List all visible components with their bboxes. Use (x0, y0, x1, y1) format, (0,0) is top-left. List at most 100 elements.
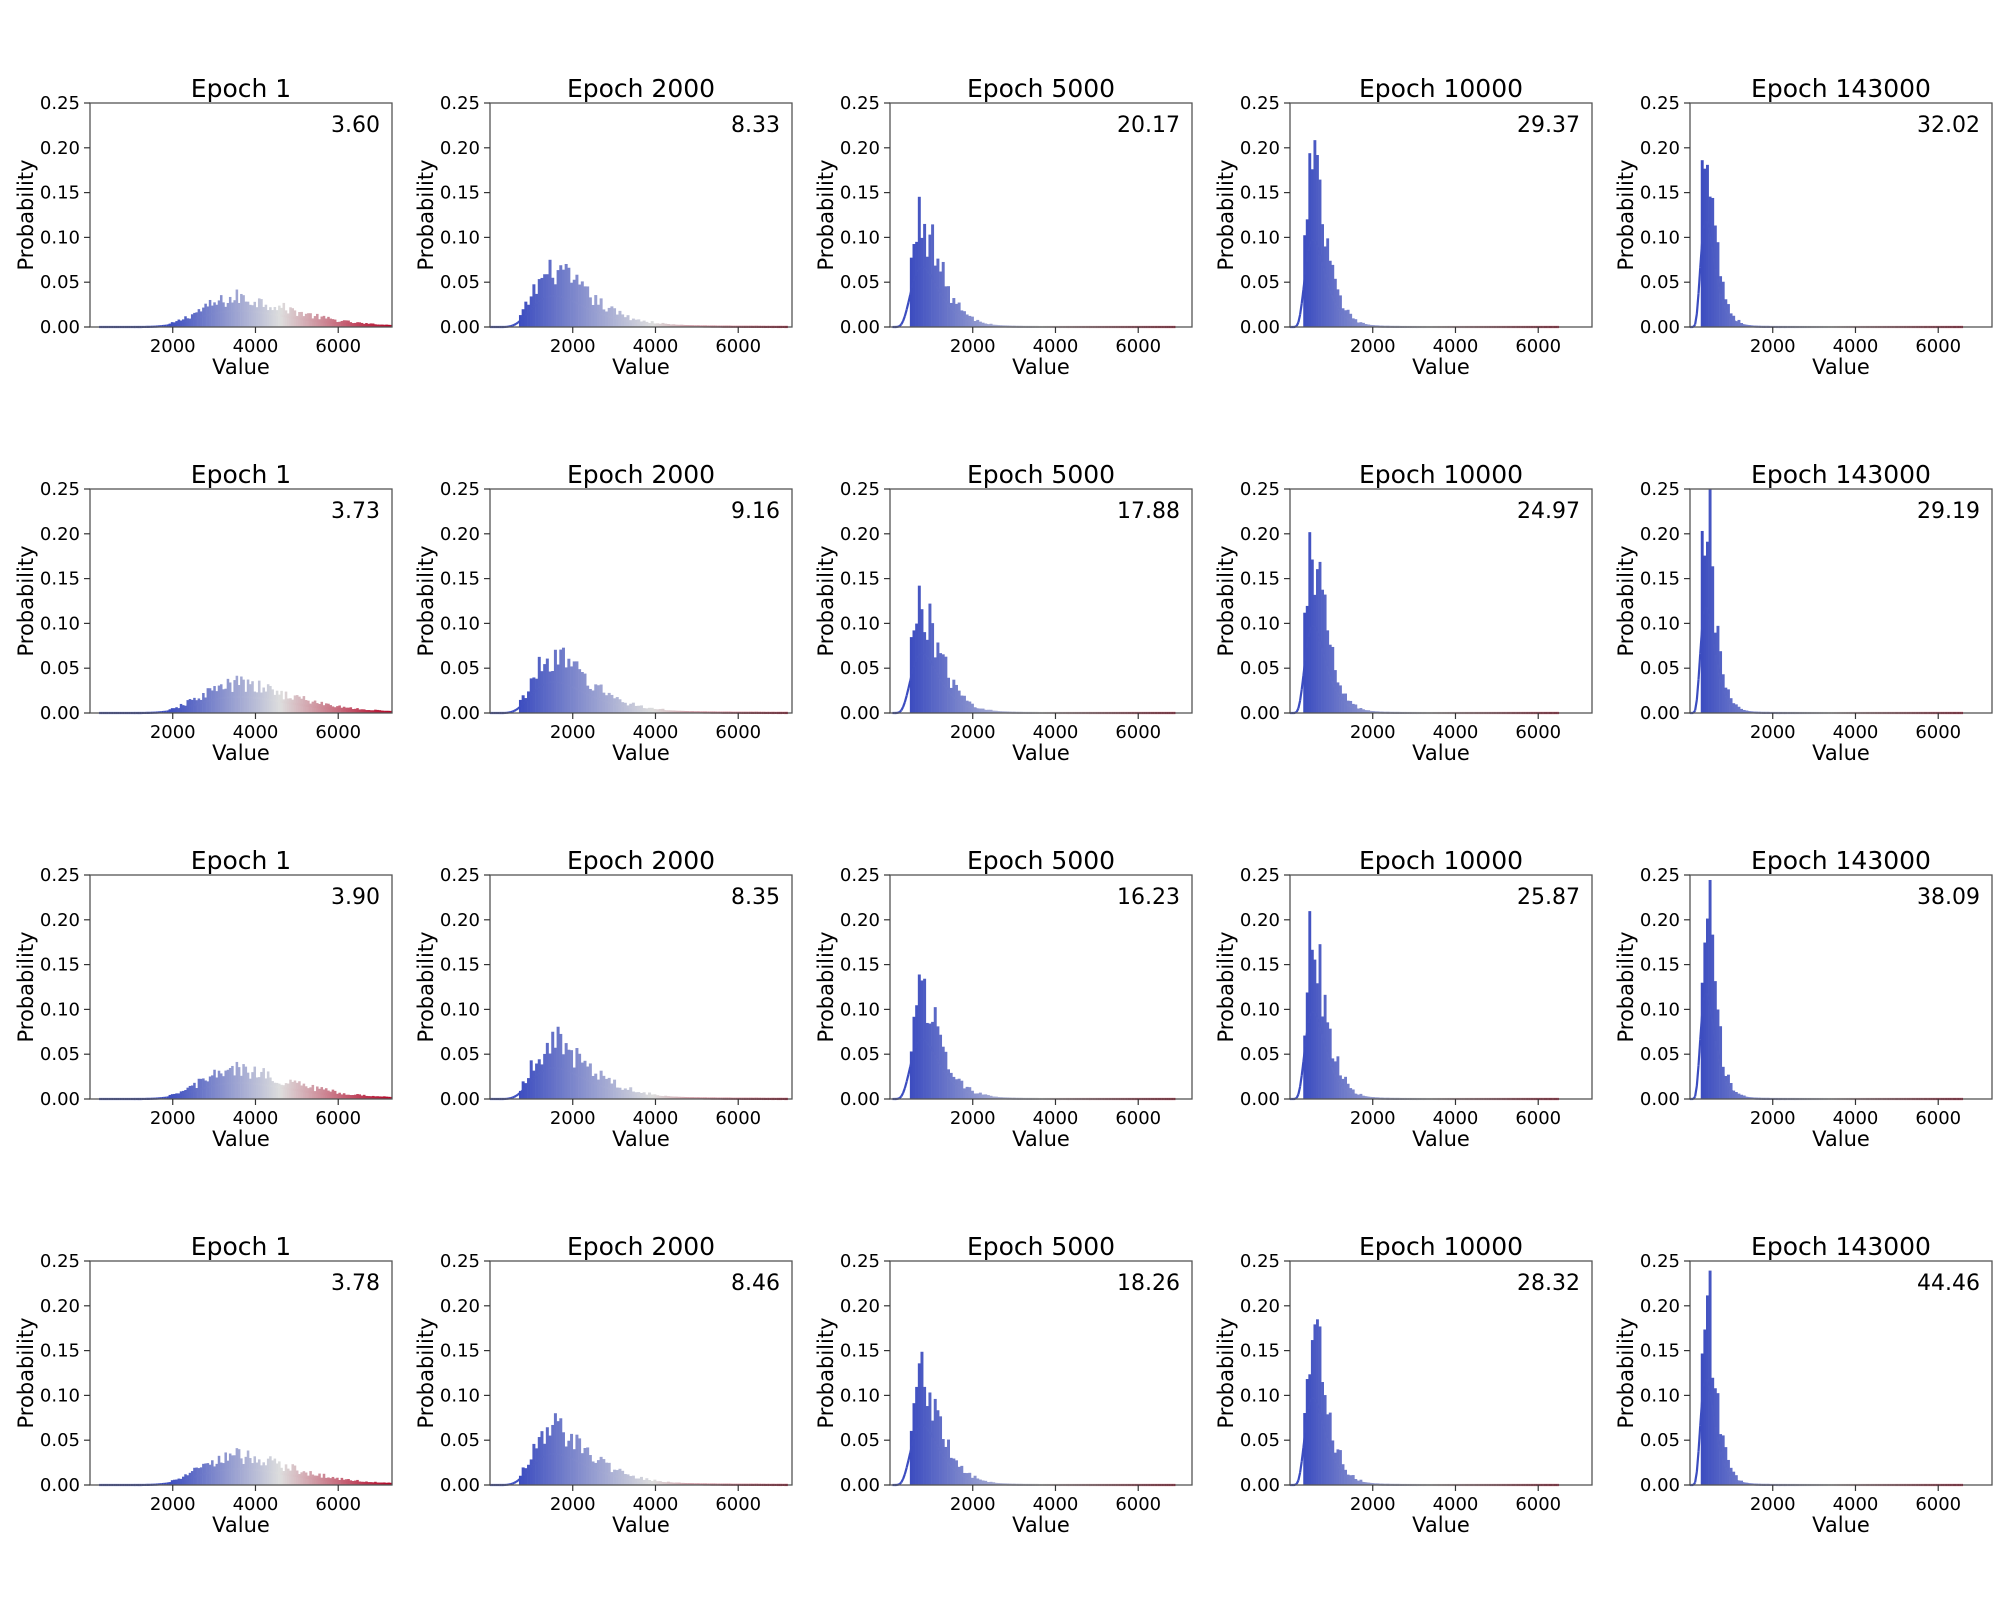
axes-frame (489, 874, 793, 1100)
kde-segment (1711, 1404, 1715, 1417)
kde-segment (510, 1096, 513, 1100)
kde-segment (1331, 1066, 1335, 1072)
y-axis-label: Probability (14, 931, 38, 1042)
kde-segment (1739, 322, 1742, 326)
kde-segment (955, 1084, 959, 1088)
kde-segment (192, 1089, 195, 1093)
kde-segment (584, 1077, 588, 1081)
histogram-bar (1734, 321, 1738, 327)
histogram-bar (224, 1070, 227, 1099)
histogram-bar (602, 692, 606, 713)
kde-segment (1298, 1075, 1303, 1087)
histogram-bar (920, 1351, 924, 1485)
kde-segment (1724, 308, 1729, 314)
histogram-bar (1310, 949, 1314, 1099)
kde-segment (582, 1076, 586, 1080)
kde-segment (197, 1474, 201, 1477)
kde-segment (971, 1478, 975, 1482)
y-axis-label: Probability (14, 159, 38, 270)
kde-segment (1697, 653, 1702, 680)
kde-segment (1726, 312, 1731, 317)
histogram-bar (284, 1083, 288, 1099)
kde-segment (1343, 1472, 1347, 1476)
histogram-bar (973, 707, 977, 713)
x-axis-label: Value (212, 355, 270, 379)
x-axis-label: Value (1412, 741, 1470, 765)
kde-segment (610, 702, 614, 705)
histogram-bar (289, 698, 292, 713)
kde-segment (565, 1069, 569, 1073)
histogram-bar (1721, 674, 1725, 713)
histogram-bar (1341, 308, 1345, 327)
kde-segment (1329, 676, 1334, 682)
kde-segment (1717, 286, 1722, 295)
kde-segment (1706, 1379, 1710, 1386)
histogram-bar (237, 302, 241, 327)
kde-segment (510, 324, 513, 328)
histogram-bar (222, 1463, 225, 1485)
histogram-bar (941, 1046, 945, 1099)
histogram-bar (235, 1448, 239, 1485)
kde-segment (199, 315, 202, 319)
kde-segment (1337, 1466, 1342, 1470)
kde-segment (1319, 1027, 1323, 1035)
histogram-bar (226, 678, 230, 713)
y-tick-label: 0.10 (440, 227, 480, 248)
histogram-bar (580, 1062, 584, 1099)
histogram-bar (615, 314, 619, 327)
histogram-bar (1313, 594, 1317, 713)
kde-segment (520, 702, 525, 707)
histogram-bar (1711, 1377, 1715, 1485)
x-tick-label: 6000 (1115, 336, 1161, 357)
x-tick-label: 4000 (633, 336, 679, 357)
histogram-bar (318, 704, 321, 713)
kde-segment (971, 706, 975, 710)
kde-segment (1300, 1447, 1305, 1462)
x-axis-label: Value (1012, 741, 1070, 765)
histogram-bar (917, 974, 921, 1099)
kde-segment (1298, 689, 1303, 701)
axes-frame (1289, 102, 1593, 328)
kde-segment (590, 694, 593, 698)
kde-segment (912, 1433, 917, 1440)
kde-segment (1343, 314, 1347, 318)
kde-segment (188, 1477, 191, 1480)
kde-segment (1324, 659, 1329, 667)
kde-segment (183, 1478, 186, 1482)
kde-segment (1733, 320, 1737, 324)
x-tick-label: 4000 (1033, 722, 1079, 743)
histogram-bars (518, 259, 738, 327)
panel-annotation: 8.33 (731, 113, 780, 138)
histogram-bar (559, 649, 563, 713)
kde-segment (571, 299, 575, 303)
x-tick-label: 6000 (315, 1108, 361, 1129)
histogram-bar (645, 1094, 649, 1099)
histogram-bar (1703, 168, 1707, 327)
kde-segment (902, 701, 906, 708)
histogram-bar (613, 1469, 617, 1485)
kde-segment (1719, 679, 1724, 687)
kde-segment (530, 1464, 534, 1469)
y-tick-label: 0.05 (440, 658, 480, 679)
kde-segment (1716, 1436, 1721, 1446)
kde-segment (948, 305, 952, 309)
panel-title: Epoch 5000 (967, 846, 1115, 875)
histogram-bar (240, 1458, 243, 1485)
histogram-bar (524, 698, 528, 713)
kde-segment (522, 1086, 527, 1091)
kde-segment (588, 1465, 591, 1469)
histogram-bar (1331, 1058, 1335, 1099)
kde-segment (1694, 1471, 1698, 1483)
kde-segment (612, 1088, 616, 1092)
histogram-bar (944, 1446, 948, 1485)
panel-r4-c1: 0.00 0.05 0.10 0.15 0.20 0.25 2000 4000 6000 Epoc… (14, 1232, 393, 1537)
kde-segment (964, 1476, 968, 1479)
kde-segment (1332, 298, 1337, 304)
kde-segment (935, 285, 940, 291)
histogram-bar (280, 307, 283, 327)
x-axis-label: Value (612, 741, 670, 765)
histogram-bar (949, 687, 953, 713)
kde-segment (188, 1091, 191, 1094)
histogram-bars (909, 974, 1025, 1099)
panel-title: Epoch 1 (191, 1232, 291, 1261)
